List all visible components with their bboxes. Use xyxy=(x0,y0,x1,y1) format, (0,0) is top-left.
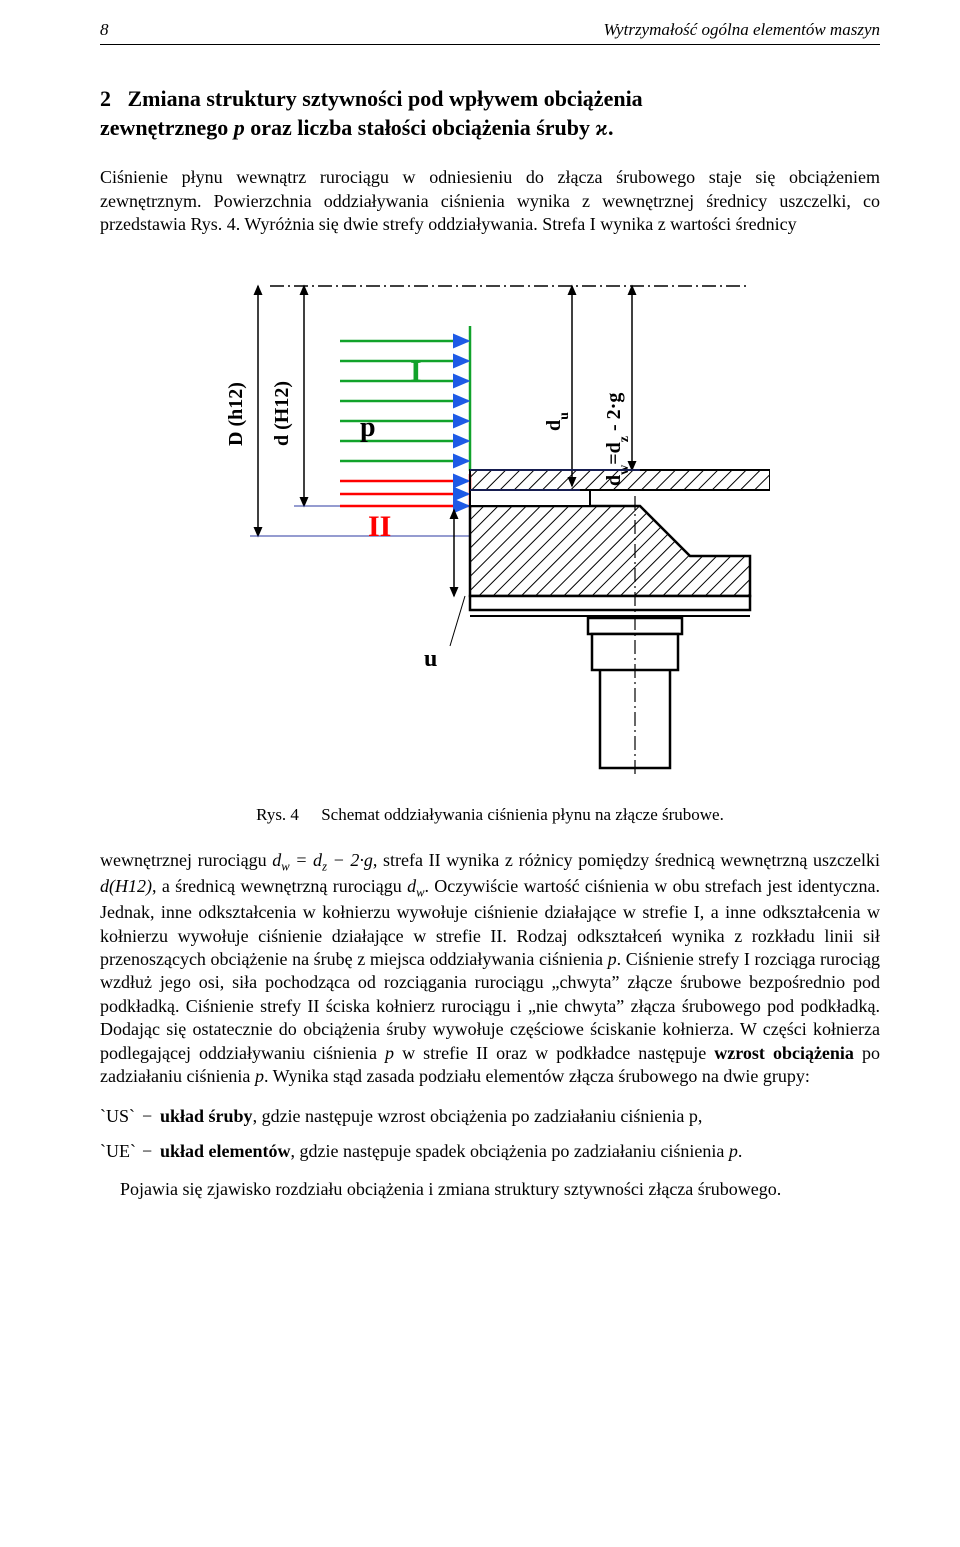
eq-dw2: dw xyxy=(407,876,424,896)
def-ue-term: `UE` xyxy=(100,1137,142,1166)
p2-h: . Wynika stąd zasada podziału elementów … xyxy=(264,1066,810,1086)
figure-label: Rys. 4 xyxy=(256,805,299,824)
var-p3: p xyxy=(255,1066,264,1086)
last-paragraph: Pojawia się zjawisko rozdziału obciążeni… xyxy=(100,1178,880,1201)
figure-svg: D (h12) d (H12) du dw=dz - 2·g xyxy=(210,256,770,776)
p2-a: wewnętrznej rurociągu xyxy=(100,850,272,870)
svg-text:p: p xyxy=(360,412,376,443)
def-us-desc: układ śruby, gdzie następuje wzrost obci… xyxy=(160,1102,880,1131)
def-us-bold: układ śruby xyxy=(160,1106,253,1126)
var-p1: p xyxy=(608,949,617,969)
bold-wzrost: wzrost obciążenia xyxy=(714,1043,854,1063)
def-ue: `UE` − układ elementów, gdzie następuje … xyxy=(100,1137,880,1166)
section-title-line2c: . xyxy=(608,115,614,140)
eq-dw: dw = dz − 2·g xyxy=(272,850,373,870)
section-title-line1: Zmiana struktury sztywności pod wpływem … xyxy=(128,86,643,111)
def-us-term: `US` xyxy=(100,1102,142,1131)
section-number: 2 xyxy=(100,86,111,111)
running-title: Wytrzymałość ogólna elementów maszyn xyxy=(603,20,880,40)
eq-dH12: d(H12) xyxy=(100,876,152,896)
section-title-line2b: oraz liczba stałości obciążenia śruby xyxy=(245,115,596,140)
figure-caption-text: Schemat oddziaływania ciśnienia płynu na… xyxy=(321,805,724,824)
svg-text:II: II xyxy=(368,510,391,543)
eq-sub-w: w xyxy=(281,860,289,874)
def-ue-bold: układ elementów xyxy=(160,1141,291,1161)
paragraph-1: Ciśnienie płynu wewnątrz rurociągu w odn… xyxy=(100,166,880,236)
figure-caption: Rys. 4 Schemat oddziaływania ciśnienia p… xyxy=(100,805,880,825)
def-us-dash: − xyxy=(142,1102,160,1131)
running-header: 8 Wytrzymałość ogólna elementów maszyn xyxy=(100,20,880,45)
figure-4: D (h12) d (H12) du dw=dz - 2·g xyxy=(100,256,880,781)
svg-text:D (h12): D (h12) xyxy=(225,382,247,446)
section-heading: 2 Zmiana struktury sztywności pod wpływe… xyxy=(100,85,880,142)
page-number: 8 xyxy=(100,20,109,40)
definition-list: `US` − układ śruby, gdzie następuje wzro… xyxy=(100,1102,880,1166)
section-title-line2a: zewnętrznego xyxy=(100,115,234,140)
svg-text:du: du xyxy=(543,412,572,431)
def-ue-dash: − xyxy=(142,1137,160,1166)
var-kappa: ϰ xyxy=(596,115,608,140)
svg-text:u: u xyxy=(424,646,437,672)
var-p: p xyxy=(234,115,245,140)
svg-text:d (H12): d (H12) xyxy=(271,381,293,446)
def-ue-desc: układ elementów, gdzie następuje spadek … xyxy=(160,1137,880,1166)
svg-text:I: I xyxy=(410,355,422,388)
paragraph-2: wewnętrznej rurociągu dw = dz − 2·g, str… xyxy=(100,849,880,1088)
def-us: `US` − układ śruby, gdzie następuje wzro… xyxy=(100,1102,880,1131)
p2-c: , a średnicą wewnętrzną rurociągu xyxy=(152,876,407,896)
def-us-rest: , gdzie następuje wzrost obciążenia po z… xyxy=(253,1106,703,1126)
def-ue-end: . xyxy=(738,1141,743,1161)
page: 8 Wytrzymałość ogólna elementów maszyn 2… xyxy=(0,0,960,1245)
var-p2: p xyxy=(385,1043,394,1063)
def-ue-p: p xyxy=(729,1141,738,1161)
def-ue-rest: , gdzie następuje spadek obciążenia po z… xyxy=(291,1141,729,1161)
p2-f: w strefie II oraz w podkładce następuje xyxy=(394,1043,714,1063)
p2-b: , strefa II wynika z różnicy pomiędzy śr… xyxy=(373,850,880,870)
eq-sub-z: z xyxy=(322,860,327,874)
